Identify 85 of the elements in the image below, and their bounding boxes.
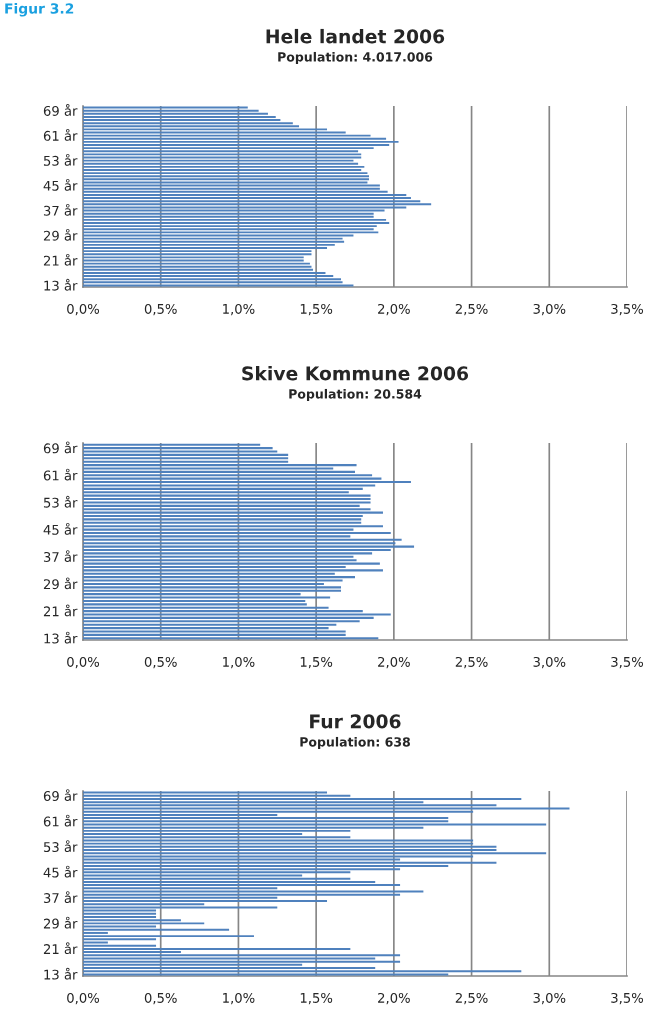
bar [83, 559, 357, 562]
y-tick-label: 45 år [43, 179, 78, 191]
x-tick-label: 1,0% [223, 303, 255, 316]
x-tick-label: 1,5% [300, 656, 333, 669]
y-tick-label: 53 år [43, 840, 78, 853]
bar [83, 562, 380, 565]
bar [83, 637, 379, 640]
y-tick-label: 21 år [43, 942, 78, 955]
y-tick-label: 29 år [43, 916, 78, 929]
y-tick-label: 61 år [43, 814, 78, 827]
y-tick-label: 21 år [43, 604, 78, 617]
bar [83, 525, 383, 528]
bar [83, 579, 343, 582]
bar [83, 447, 273, 450]
x-tick-label: 0,0% [67, 303, 100, 316]
bar [83, 501, 371, 504]
bar [83, 494, 371, 497]
x-tick-label: 3,5% [611, 303, 644, 316]
y-tick-label: 29 år [43, 228, 78, 241]
bar [83, 603, 307, 606]
bar [83, 453, 289, 456]
x-tick-label: 3,0% [533, 656, 566, 669]
y-tick-label: 45 år [43, 865, 78, 878]
bar [83, 586, 342, 589]
chart-title: Fur 2006 [310, 714, 401, 729]
y-tick-label: 45 år [43, 523, 78, 535]
x-tick-label: 0,5% [144, 656, 177, 669]
bar [83, 613, 391, 616]
chart-subtitle: Population: 4.017.006 [278, 51, 433, 65]
y-tick-label: 53 år [43, 154, 78, 166]
bar [83, 555, 354, 558]
x-tick-label: 1,0% [223, 656, 255, 669]
y-tick-label: 69 år [43, 104, 78, 116]
bar [83, 518, 362, 521]
x-tick-label: 0,5% [144, 303, 177, 316]
x-tick-label: 3,5% [611, 656, 644, 669]
x-tick-label: 3,0% [533, 992, 566, 1005]
y-tick-label: 21 år [43, 253, 78, 266]
x-tick-label: 2,5% [455, 992, 488, 1005]
x-tick-label: 2,0% [378, 303, 410, 316]
bar [83, 531, 391, 535]
x-tick-label: 0,0% [67, 656, 100, 669]
chart-subtitle: Population: 638 [300, 736, 410, 750]
x-tick-label: 0,0% [67, 992, 100, 1005]
x-tick-label: 1,5% [300, 992, 333, 1005]
x-tick-label: 2,5% [455, 656, 488, 669]
y-tick-label: 13 år [44, 278, 78, 291]
x-tick-label: 1,0% [223, 992, 255, 1005]
bar [83, 457, 289, 460]
bar [83, 511, 383, 514]
bar [83, 497, 371, 501]
x-tick-label: 2,0% [378, 992, 410, 1005]
x-tick-label: 2,0% [378, 656, 410, 669]
x-tick-label: 3,0% [533, 303, 566, 316]
y-tick-label: 53 år [43, 495, 78, 508]
bar [83, 474, 373, 477]
chart-subtitle: Population: 20.584 [289, 388, 422, 402]
x-tick-label: 2,5% [455, 303, 488, 316]
bar [83, 630, 346, 633]
bar [83, 538, 402, 541]
y-tick-label: 13 år [44, 967, 78, 980]
bar [83, 596, 331, 599]
bar [83, 576, 355, 579]
y-tick-label: 61 år [43, 129, 78, 141]
y-tick-label: 37 år [43, 891, 78, 904]
x-tick-label: 3,5% [611, 992, 644, 1005]
bar [83, 545, 415, 548]
y-tick-label: 69 år [43, 441, 78, 454]
bar [83, 464, 357, 467]
y-tick-label: 69 år [43, 789, 78, 801]
bar [83, 623, 337, 626]
x-tick-label: 1,5% [300, 303, 333, 316]
bar [83, 589, 342, 592]
y-tick-label: 37 år [43, 550, 78, 562]
bar [83, 481, 411, 484]
y-tick-label: 13 år [44, 631, 78, 644]
text: Figur 3.2 [5, 3, 74, 17]
chart-title: Skive Kommune 2006 [242, 365, 469, 381]
y-tick-label: 61 år [43, 468, 78, 481]
y-tick-label: 29 år [43, 577, 78, 590]
y-tick-label: 37 år [43, 203, 78, 216]
x-tick-label: 0,5% [144, 992, 177, 1005]
chart-title: Hele landet 2006 [266, 28, 445, 44]
bar [83, 569, 383, 572]
bar [83, 508, 371, 511]
